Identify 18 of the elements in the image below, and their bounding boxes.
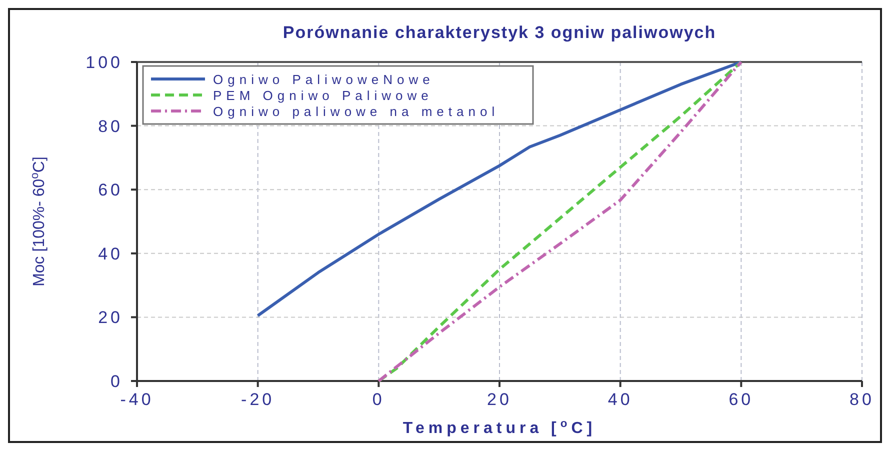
legend-label: Ogniwo PaliwoweNowe [213,72,434,87]
x-tick-label: 40 [608,390,633,409]
y-tick-label: 80 [98,116,123,136]
chart-title: Porównanie charakterystyk 3 ogniw paliwowych [282,23,716,42]
y-tick-label: 20 [98,308,123,328]
legend-label: PEM Ogniwo Paliwowe [213,88,433,103]
x-tick-label: -40 [120,390,154,409]
y-tick-label: 60 [98,180,123,200]
y-tick-label: 100 [86,53,123,72]
x-tick-label: -20 [241,390,275,409]
x-axis-title: Temperatura [$^{o}$C] [402,418,596,437]
x-tick-label: 0 [372,390,385,409]
x-tick-label: 60 [728,390,754,409]
y-tick-label: 0 [110,372,123,391]
y-tick-label: 40 [98,244,123,264]
x-tick-label: 20 [487,390,512,409]
x-tick-label: 80 [850,390,874,409]
legend-label: Ogniwo paliwowe na metanol [213,104,500,119]
